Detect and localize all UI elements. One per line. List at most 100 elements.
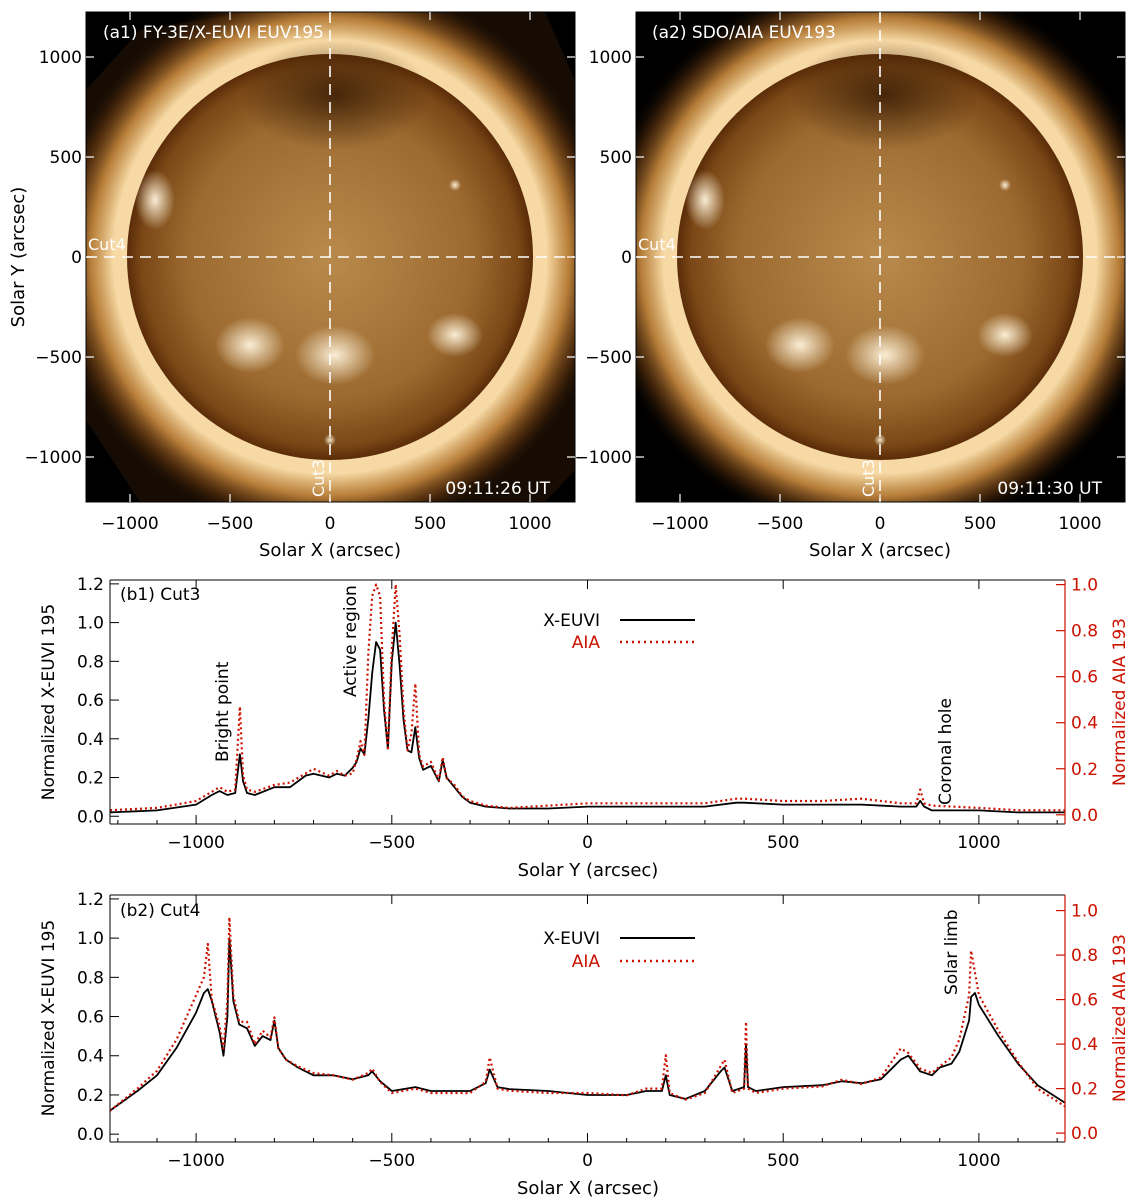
y-tick-label-left: 1.0 bbox=[77, 614, 104, 634]
panel-a2-cut3-label: Cut3 bbox=[859, 459, 878, 497]
panel-a1-xlabel: Solar X (arcsec) bbox=[259, 540, 401, 561]
y-tick-label-left: 0.8 bbox=[77, 652, 104, 672]
y-tick-label-right: 0.4 bbox=[1071, 714, 1098, 734]
y-tick-label-left: 0.2 bbox=[77, 769, 104, 789]
panel-a2-active-region bbox=[977, 313, 1033, 357]
panel-a1-coronal-hole bbox=[240, 40, 430, 150]
y-tick-label-right: 0.0 bbox=[1071, 806, 1098, 826]
x-tick-label: 0 bbox=[875, 514, 886, 534]
x-tick-label: −500 bbox=[368, 1151, 415, 1171]
panel-b2-legend: X-EUVI AIA bbox=[543, 929, 695, 972]
y-tick-label: 500 bbox=[600, 148, 632, 168]
y-tick-label-left: 0.6 bbox=[77, 1008, 104, 1028]
panel-b2-xlabel: Solar X (arcsec) bbox=[517, 1178, 659, 1199]
y-tick-label: 1000 bbox=[39, 48, 82, 68]
panel-a1: (a1) FY-3E/X-EUVI EUV195 09:11:26 UT Cut… bbox=[8, 11, 576, 561]
x-tick-label: 500 bbox=[767, 833, 799, 853]
panel-b2-ylabel-left: Normalized X-EUVI 195 bbox=[39, 920, 59, 1116]
panel-a1-bright-point bbox=[449, 179, 461, 191]
panel-a1-cut4-label: Cut4 bbox=[88, 235, 126, 254]
y-tick-label-left: 1.2 bbox=[77, 575, 104, 595]
panel-a1-timestamp: 09:11:26 UT bbox=[445, 479, 550, 499]
panel-a2-bright-region bbox=[685, 170, 725, 230]
y-tick-label-right: 0.6 bbox=[1071, 991, 1098, 1011]
y-tick-label-right: 0.8 bbox=[1071, 946, 1098, 966]
x-tick-label: 0 bbox=[325, 514, 336, 534]
panel-a1-active-region bbox=[215, 317, 285, 373]
y-tick-label: 500 bbox=[50, 148, 82, 168]
y-tick-label: 0 bbox=[71, 248, 82, 268]
panel-a2-cut4-label: Cut4 bbox=[638, 235, 676, 254]
panel-b1: −1000 −500 0 500 1000 0.0 0.2 0.4 0.6 0.8 1.0 1.2 0.… bbox=[39, 575, 1130, 881]
panel-b1-legend: X-EUVI AIA bbox=[543, 611, 695, 653]
y-tick-label-left: 0.0 bbox=[77, 807, 104, 827]
series-line-aia bbox=[110, 583, 1065, 812]
panel-a2-bright-point bbox=[874, 434, 886, 446]
panel-a1-active-region bbox=[295, 325, 375, 385]
y-tick-label-right: 0.6 bbox=[1071, 668, 1098, 688]
annotation-active-region: Active region bbox=[341, 585, 361, 697]
y-tick-label-left: 0.8 bbox=[77, 968, 104, 988]
panel-a2-active-region bbox=[765, 317, 835, 373]
y-tick-label: 0 bbox=[621, 248, 632, 268]
x-tick-label: 1000 bbox=[957, 833, 1000, 853]
x-tick-label: 0 bbox=[582, 1151, 593, 1171]
panel-a1-active-region bbox=[427, 313, 483, 357]
panel-b2-ylabel-right: Normalized AIA 193 bbox=[1110, 934, 1130, 1102]
legend-aia-label: AIA bbox=[572, 633, 601, 653]
panel-b1-xlabel: Solar Y (arcsec) bbox=[518, 860, 659, 881]
panel-a2-active-region bbox=[845, 325, 925, 385]
x-tick-label: 500 bbox=[414, 514, 446, 534]
panel-a1-title: (a1) FY-3E/X-EUVI EUV195 bbox=[103, 23, 324, 43]
x-tick-label: −500 bbox=[757, 514, 804, 534]
x-tick-label: 500 bbox=[964, 514, 996, 534]
panel-a1-bright-region bbox=[135, 170, 175, 230]
x-tick-label: −1000 bbox=[101, 514, 159, 534]
x-tick-label: 1000 bbox=[957, 1151, 1000, 1171]
panel-a2-timestamp: 09:11:30 UT bbox=[997, 479, 1102, 499]
y-tick-label-left: 0.0 bbox=[77, 1125, 104, 1145]
y-tick-label-right: 0.4 bbox=[1071, 1035, 1098, 1055]
panel-a2-bright-point bbox=[999, 179, 1011, 191]
y-tick-label-right: 0.0 bbox=[1071, 1124, 1098, 1144]
panel-b2-label: (b2) Cut4 bbox=[120, 901, 200, 921]
panel-b1-label: (b1) Cut3 bbox=[120, 585, 200, 605]
y-tick-label-right: 0.8 bbox=[1071, 622, 1098, 642]
x-tick-label: 500 bbox=[767, 1151, 799, 1171]
legend-x-euvi-label: X-EUVI bbox=[543, 611, 600, 631]
legend-aia-label: AIA bbox=[572, 952, 601, 972]
y-tick-label-left: 0.2 bbox=[77, 1086, 104, 1106]
y-tick-label-left: 0.4 bbox=[77, 730, 104, 750]
y-tick-label: 1000 bbox=[589, 48, 632, 68]
annotation-bright-point: Bright point bbox=[213, 661, 233, 762]
y-tick-label-right: 0.2 bbox=[1071, 1080, 1098, 1100]
panel-a2: (a2) SDO/AIA EUV193 09:11:30 UT Cut4 Cut… bbox=[574, 11, 1126, 561]
panel-a2-xlabel: Solar X (arcsec) bbox=[809, 540, 951, 561]
y-tick-label: −1000 bbox=[574, 448, 632, 468]
x-tick-label: −1000 bbox=[167, 1151, 225, 1171]
panel-a1-cut3-label: Cut3 bbox=[309, 459, 328, 497]
x-tick-label: 1000 bbox=[508, 514, 551, 534]
annotation-coronal-hole: Coronal hole bbox=[936, 698, 956, 805]
x-tick-label: 0 bbox=[582, 833, 593, 853]
y-tick-label-right: 1.0 bbox=[1071, 902, 1098, 922]
panel-a2-coronal-hole bbox=[790, 40, 980, 150]
y-tick-label-left: 1.2 bbox=[77, 890, 104, 910]
y-tick-label: −500 bbox=[35, 348, 82, 368]
y-tick-label-right: 1.0 bbox=[1071, 576, 1098, 596]
annotation-solar-limb: Solar limb bbox=[942, 909, 962, 995]
legend-x-euvi-label: X-EUVI bbox=[543, 929, 600, 949]
y-tick-label: −500 bbox=[585, 348, 632, 368]
x-tick-label: −1000 bbox=[167, 833, 225, 853]
y-tick-label: −1000 bbox=[24, 448, 82, 468]
panel-a2-title: (a2) SDO/AIA EUV193 bbox=[652, 23, 836, 43]
panel-b1-ylabel-left: Normalized X-EUVI 195 bbox=[39, 604, 59, 800]
x-tick-label: −500 bbox=[368, 833, 415, 853]
y-tick-label-left: 0.4 bbox=[77, 1047, 104, 1067]
y-tick-label-right: 0.2 bbox=[1071, 760, 1098, 780]
x-tick-label: −1000 bbox=[651, 514, 709, 534]
y-tick-label-left: 1.0 bbox=[77, 929, 104, 949]
x-tick-label: 1000 bbox=[1058, 514, 1101, 534]
panel-a1-bright-point bbox=[324, 434, 336, 446]
